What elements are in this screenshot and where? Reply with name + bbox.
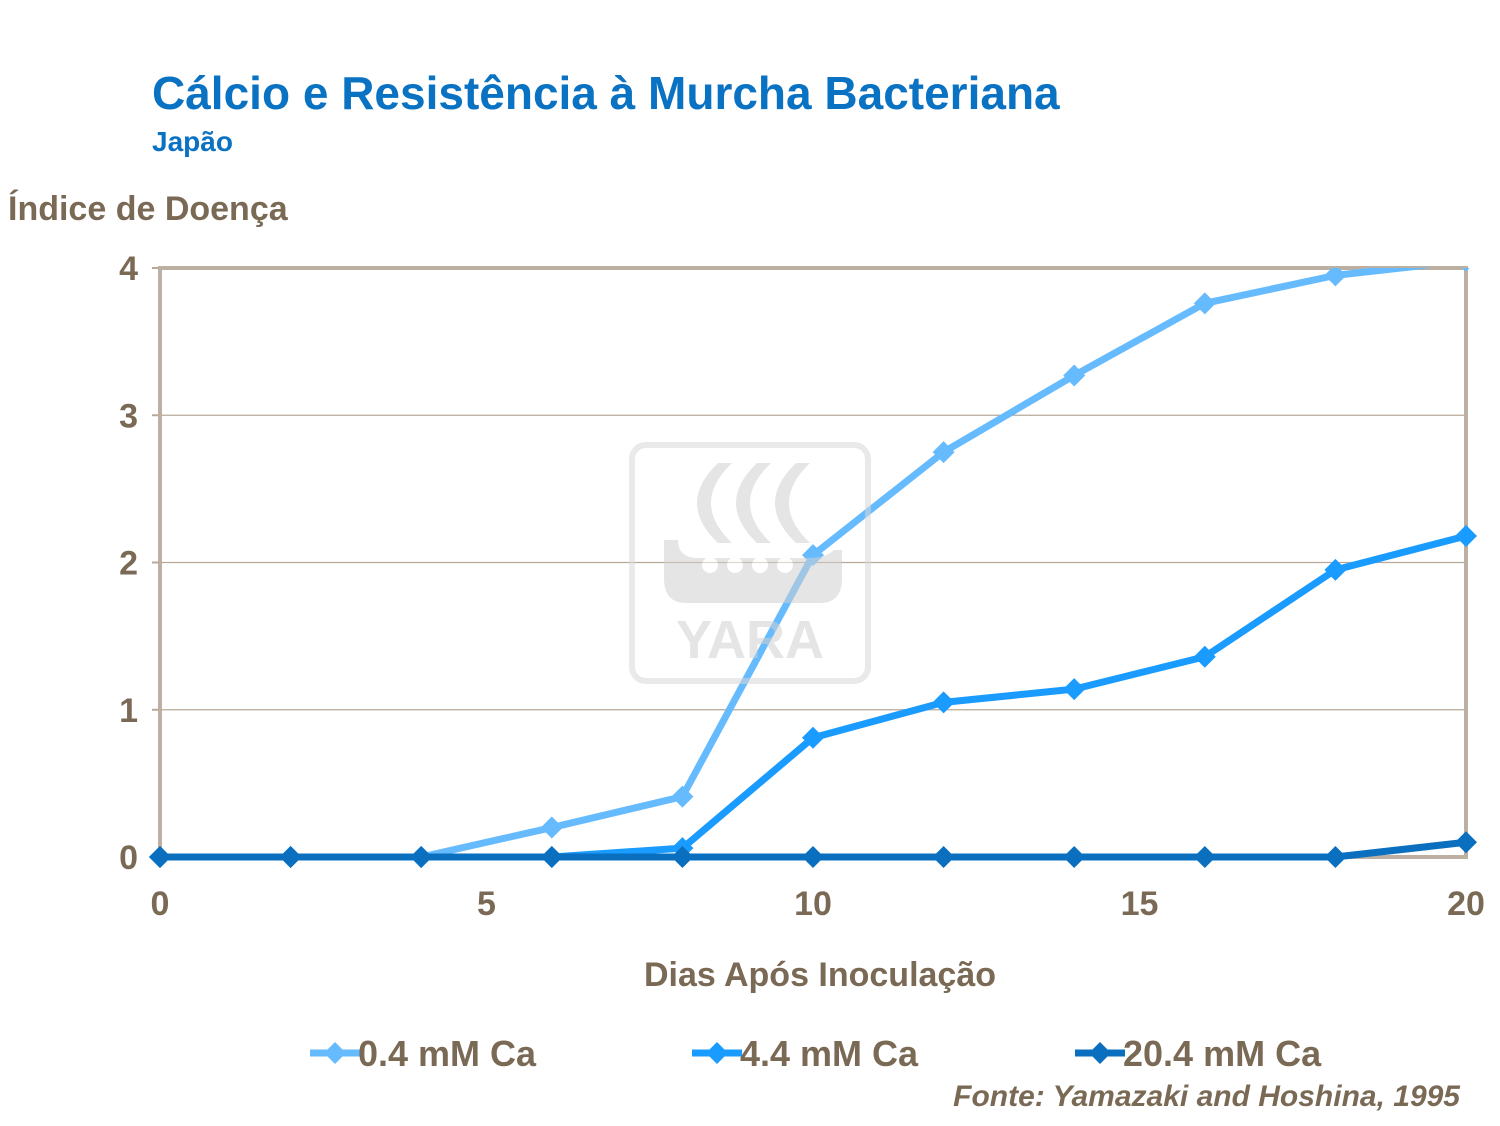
logo-shield (752, 557, 768, 573)
series-2 (149, 831, 1477, 868)
x-tick-label: 15 (1121, 885, 1159, 923)
data-point (1063, 678, 1086, 701)
legend-marker (1089, 1042, 1111, 1064)
source-note: Fonte: Yamazaki and Hoshina, 1995 (953, 1080, 1460, 1113)
data-point (1193, 846, 1216, 868)
data-point (1462, 268, 1470, 272)
data-point (279, 846, 302, 868)
logo-shield (702, 557, 718, 573)
legend-label: 0.4 mM Ca (358, 1033, 537, 1074)
legend-marker (706, 1042, 728, 1064)
x-tick-label: 5 (477, 885, 496, 923)
data-point (932, 441, 955, 464)
logo-ship (664, 540, 842, 603)
chart-title: Cálcio e Resistência à Murcha Bacteriana (152, 67, 1060, 119)
data-point (1063, 846, 1086, 868)
legend-marker (324, 1042, 346, 1064)
logo-shield (727, 557, 743, 573)
logo-frame (629, 442, 871, 684)
data-point (802, 726, 824, 749)
data-point (932, 691, 955, 714)
data-point (1455, 524, 1477, 547)
logo-sail (736, 463, 771, 543)
legend-label: 4.4 mM Ca (740, 1033, 919, 1074)
y-tick-label: 3 (119, 397, 138, 435)
logo-sail (697, 463, 732, 543)
chart-subtitle: Japão (152, 126, 233, 157)
logo-sail (775, 463, 810, 543)
data-point (1193, 292, 1216, 315)
x-tick-label: 0 (151, 885, 170, 923)
x-tick-label: 20 (1447, 885, 1485, 923)
data-point (410, 846, 433, 868)
x-axis-label: Dias Após Inoculação (643, 956, 997, 994)
y-tick-label: 1 (119, 692, 138, 730)
data-point (1455, 831, 1477, 854)
x-tick-label: 10 (794, 885, 832, 923)
yara-logo-watermark: YARA (629, 442, 871, 684)
logo-text: YARA (676, 610, 824, 670)
data-point (671, 785, 694, 808)
data-point (1063, 364, 1086, 387)
data-point (1193, 645, 1216, 668)
data-point (671, 846, 694, 868)
y-tick-label: 2 (119, 545, 138, 583)
data-point (149, 846, 171, 868)
y-tick-label: 0 (119, 839, 138, 877)
data-point (802, 846, 824, 868)
y-tick-label: 4 (119, 250, 138, 288)
data-point (1324, 558, 1347, 581)
logo-shield (777, 557, 793, 573)
legend-label: 20.4 mM Ca (1123, 1033, 1322, 1074)
y-axis-label: Índice de Doença (8, 190, 288, 228)
data-point (1324, 268, 1347, 287)
data-point (932, 846, 955, 868)
data-point (540, 846, 563, 868)
data-point (540, 816, 563, 839)
data-point (1324, 846, 1347, 868)
